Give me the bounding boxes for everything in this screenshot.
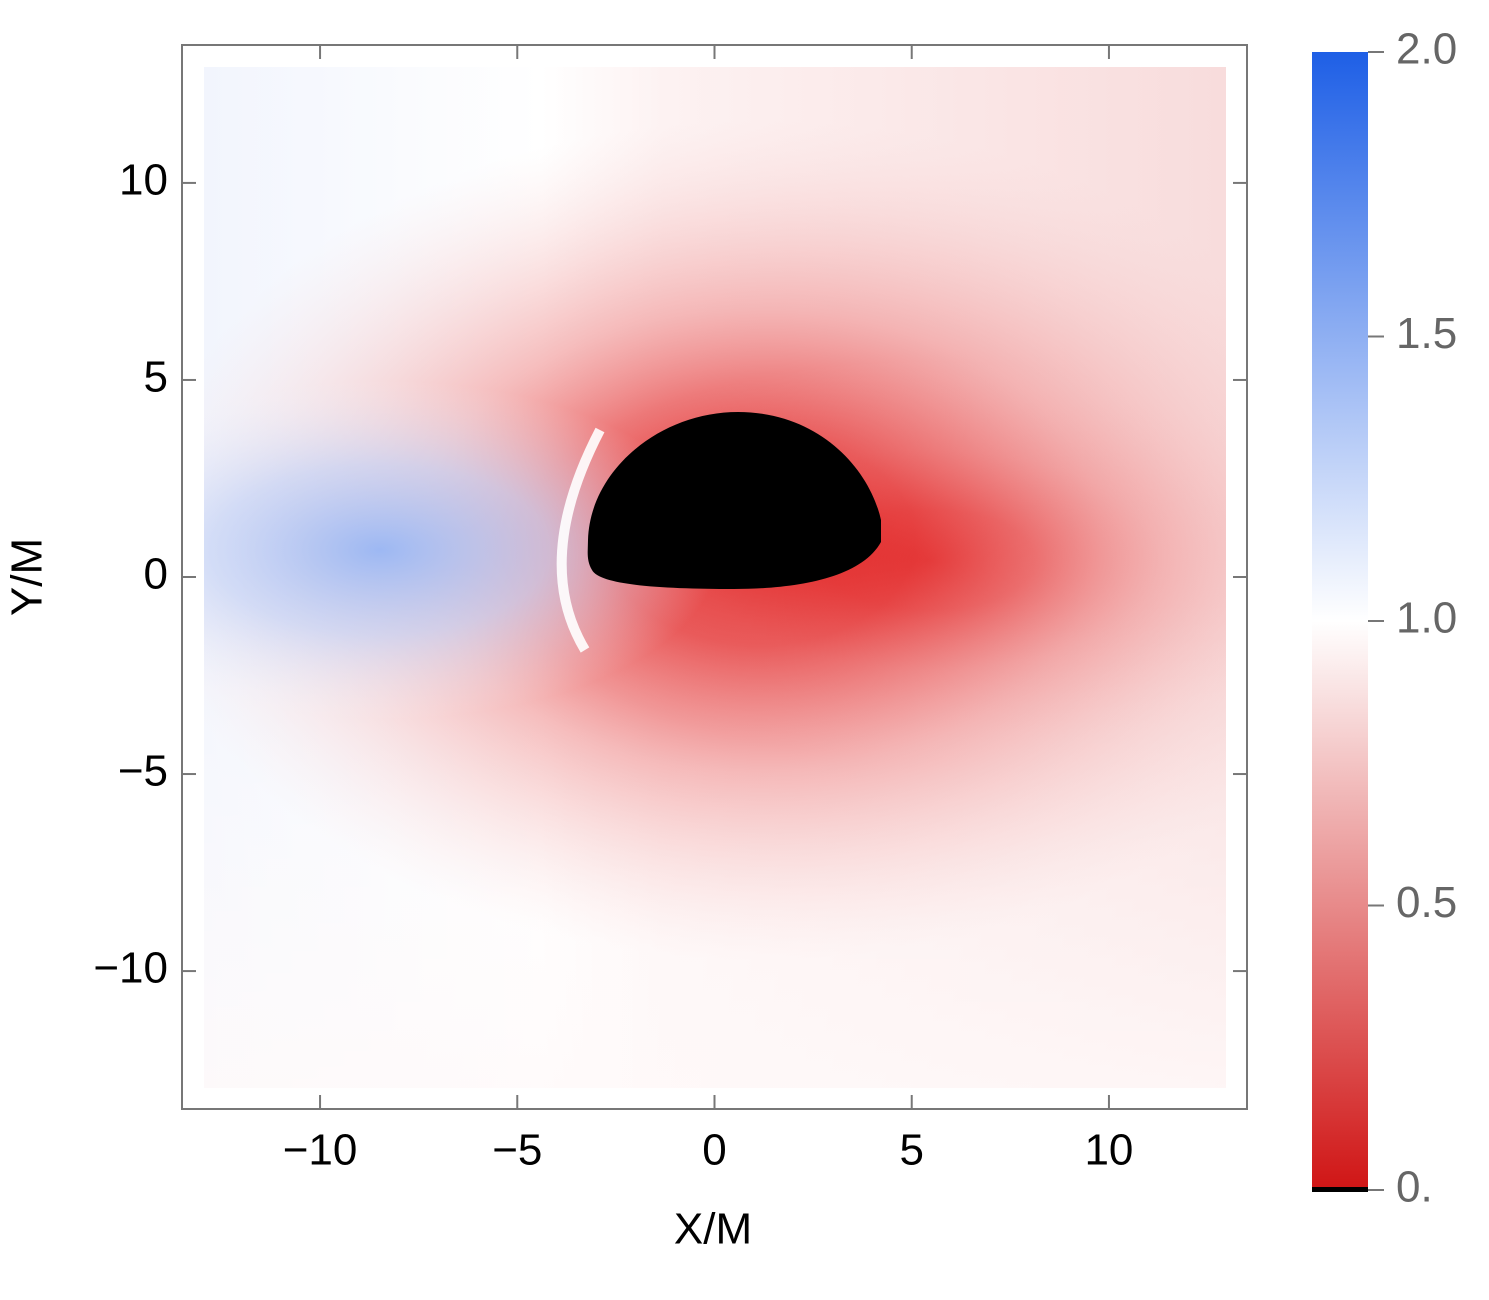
blue-glow — [204, 380, 720, 720]
colorbar-tick-label: 0.5 — [1396, 878, 1457, 927]
colorbar: 0. 0.5 1.0 1.5 2.0 — [1312, 25, 1457, 1212]
heatmap-field — [204, 67, 1226, 1088]
x-tick-label: −5 — [492, 1126, 542, 1175]
white-arc — [556, 427, 605, 653]
colorbar-tick-label: 1.5 — [1396, 309, 1457, 358]
x-tick-label: 5 — [899, 1126, 923, 1175]
y-tick-label: 0 — [144, 550, 168, 599]
y-tick-label: 10 — [119, 156, 168, 205]
colorbar-tick-label: 0. — [1396, 1163, 1433, 1212]
y-tick-label: 5 — [144, 353, 168, 402]
shadow — [587, 412, 881, 589]
x-tick-label: 0 — [702, 1126, 726, 1175]
x-tick-label: −10 — [283, 1126, 358, 1175]
colorbar-tick-label: 2.0 — [1396, 25, 1457, 74]
y-axis-label: Y/M — [3, 538, 52, 616]
colorbar-floor — [1312, 1187, 1368, 1192]
y-tick-label: −10 — [93, 944, 168, 993]
x-axis-label: X/M — [674, 1205, 752, 1254]
colorbar-ramp — [1312, 52, 1368, 1190]
y-tick-label: −5 — [118, 747, 168, 796]
x-tick-label: 10 — [1084, 1126, 1133, 1175]
colorbar-tick-label: 1.0 — [1396, 594, 1457, 643]
